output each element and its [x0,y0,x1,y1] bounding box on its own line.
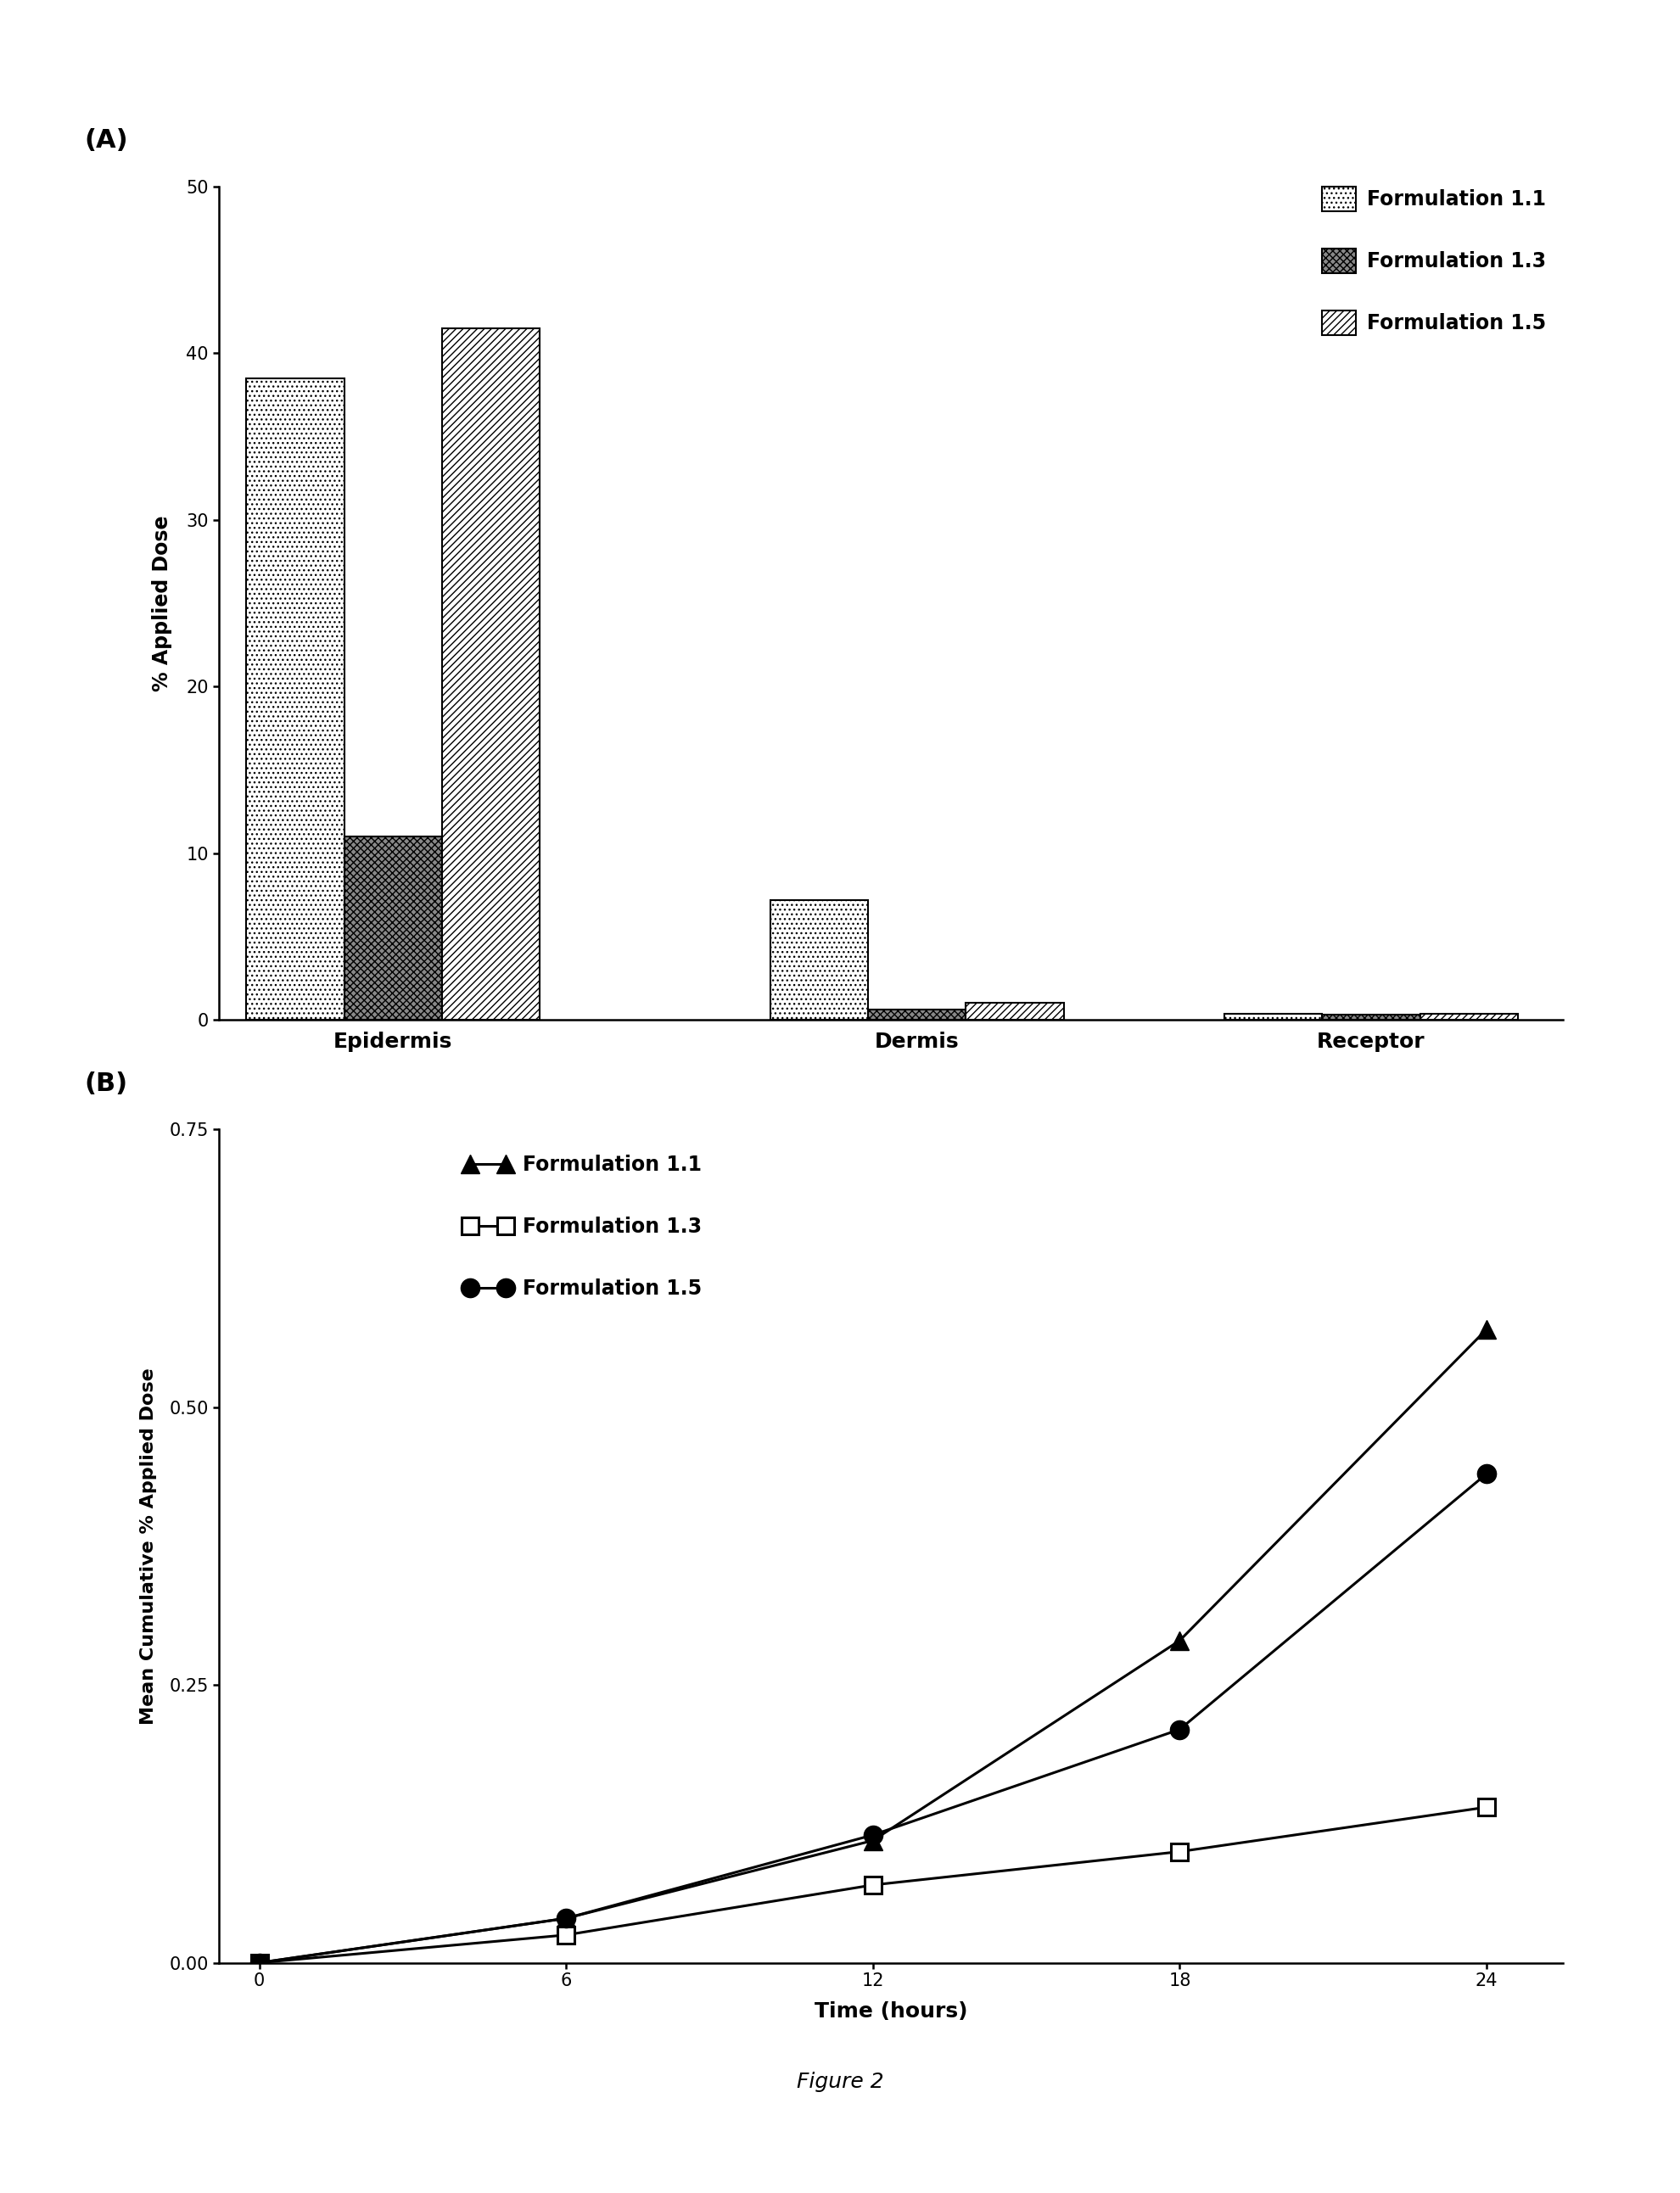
Formulation 1.5 [862,1822,882,1849]
X-axis label: Time (hours): Time (hours) [813,2002,968,2022]
Y-axis label: Mean Cumulative % Applied Dose: Mean Cumulative % Applied Dose [141,1368,158,1724]
Formulation 1.5 [1169,1717,1189,1743]
Bar [1223,1013,1322,1020]
Legend: Formulation 1.1, Formulation 1.3, Formulation 1.5: Formulation 1.1, Formulation 1.3, Formul… [1314,180,1552,342]
Formulation 1.5 [556,1906,576,1932]
Formulation 1.5 [1475,1461,1495,1487]
Line: Formulation 1.5: Formulation 1.5 [250,1465,1495,1972]
Formulation 1.3 [249,1950,269,1976]
Text: (B): (B) [84,1070,128,1096]
Bar [867,1009,966,1020]
Bar [1420,1013,1517,1020]
Bar [769,899,867,1020]
Formulation 1.1 [862,1827,882,1853]
Y-axis label: % Applied Dose: % Applied Dose [151,515,171,691]
Line: Formulation 1.3: Formulation 1.3 [250,1798,1495,1972]
Bar [442,329,539,1020]
Formulation 1.1 [1475,1316,1495,1342]
Formulation 1.3 [556,1921,576,1947]
Legend: Formulation 1.1, Formulation 1.3, Formulation 1.5: Formulation 1.1, Formulation 1.3, Formul… [457,1147,709,1307]
Formulation 1.3 [862,1873,882,1899]
Formulation 1.1 [249,1950,269,1976]
Formulation 1.1 [556,1906,576,1932]
Bar [966,1002,1063,1020]
Line: Formulation 1.1: Formulation 1.1 [250,1320,1495,1972]
Formulation 1.3 [1169,1838,1189,1864]
Formulation 1.1 [1169,1627,1189,1654]
Bar [1322,1015,1420,1020]
Bar [247,377,344,1020]
Bar [344,836,442,1020]
Formulation 1.3 [1475,1794,1495,1820]
Formulation 1.5 [249,1950,269,1976]
Text: (A): (A) [84,127,128,154]
Text: Figure 2: Figure 2 [796,2072,884,2092]
